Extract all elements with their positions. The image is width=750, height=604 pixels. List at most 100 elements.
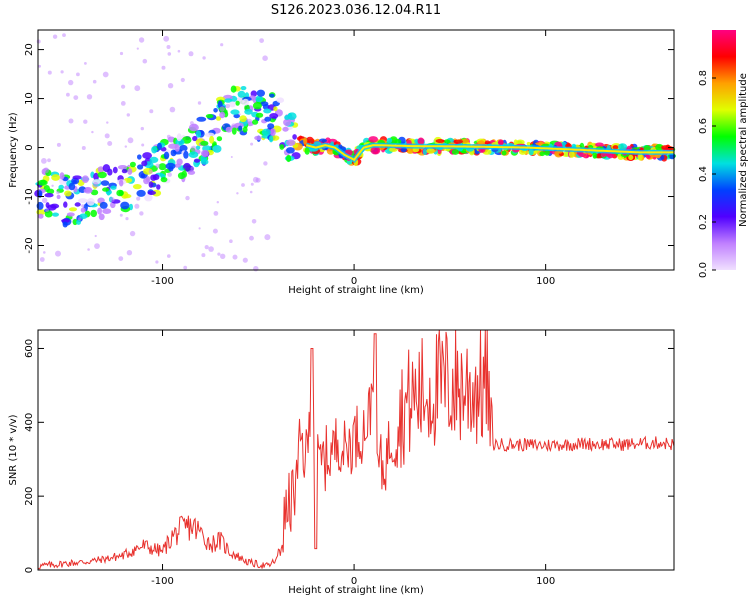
spectrogram-blob <box>238 125 243 131</box>
spectrogram-noise <box>126 250 133 256</box>
spectrogram-noise <box>87 248 90 251</box>
spectrogram-noise <box>249 235 254 241</box>
spectrogram-noise <box>217 252 221 256</box>
spectrogram-noise <box>155 260 159 264</box>
spectrogram-blob <box>47 204 57 211</box>
spectrogram-noise <box>86 94 93 100</box>
spectrogram-noise <box>140 126 144 131</box>
spectrogram-blob <box>612 145 619 150</box>
spectrogram-noise <box>197 101 202 105</box>
colorbar-tick-label: 0.8 <box>698 70 709 86</box>
spectrogram-blob <box>216 136 223 142</box>
spectrogram-blob <box>129 161 136 168</box>
spectrogram-blob <box>204 132 215 138</box>
spectrogram-blob <box>539 151 546 157</box>
spectrogram-noise <box>78 217 82 221</box>
spectrogram-blob <box>37 190 43 198</box>
spectrogram-noise <box>104 133 110 139</box>
spectrogram-blob <box>544 149 550 156</box>
spectrogram-blob <box>501 150 507 156</box>
spectrogram-blob <box>215 116 222 121</box>
spectrogram-blob <box>235 100 240 106</box>
spectrogram-ylabel: Frequency (Hz) <box>8 112 19 188</box>
spectrogram-blob <box>117 165 128 170</box>
spectrogram-blob <box>141 160 148 167</box>
spectrogram-blob <box>205 114 214 119</box>
spectrogram-noise <box>42 197 48 204</box>
spectrogram-noise <box>136 196 141 201</box>
spectrogram-blob <box>81 175 89 183</box>
spectrogram-blob <box>83 187 93 194</box>
spectrogram-noise <box>121 84 126 89</box>
spectrogram-noise <box>251 219 257 224</box>
spectrogram-blob <box>142 152 153 159</box>
spectrogram-noise <box>177 49 181 53</box>
spectrogram-ytick-label: 0 <box>24 144 35 150</box>
spectrogram-noise <box>255 177 261 183</box>
spectrogram-blob <box>90 209 97 218</box>
spectrogram-noise <box>81 204 85 208</box>
spectrogram-noise <box>213 211 219 216</box>
spectrogram-noise <box>124 145 128 148</box>
spectrogram-blob <box>64 190 72 197</box>
spectrogram-blob <box>231 127 237 135</box>
spectrogram-blob <box>147 190 156 195</box>
spectrogram-blob <box>326 148 335 155</box>
spectrogram-blob <box>77 198 88 203</box>
spectrogram-blob <box>127 168 133 175</box>
spectrogram-blob <box>158 163 167 171</box>
spectrogram-noise <box>263 161 268 166</box>
spectrogram-noise <box>125 217 129 221</box>
spectrogram-noise <box>232 254 238 260</box>
spectrogram-blob <box>268 135 274 143</box>
spectrogram-blob <box>163 151 170 160</box>
spectrogram-ytick-label: -10 <box>24 188 35 204</box>
spectrogram-noise <box>220 253 226 259</box>
spectrogram-blob <box>252 102 262 110</box>
spectrogram-noise <box>45 208 49 213</box>
spectrogram-noise <box>62 33 66 37</box>
spectrogram-blob <box>188 151 199 158</box>
spectrogram-blob <box>137 164 144 170</box>
spectrogram-blob <box>368 136 379 143</box>
spectrogram-xtick-label: 0 <box>351 276 357 287</box>
spectrogram-blob <box>79 213 88 219</box>
spectrogram-noise <box>81 146 86 150</box>
spectrogram-blob <box>149 156 159 163</box>
spectrogram-blob <box>592 151 597 159</box>
spectrogram-blob <box>45 202 50 209</box>
spectrogram-blob <box>51 174 60 181</box>
spectrogram-noise <box>68 79 74 86</box>
spectrogram-blob <box>38 213 44 219</box>
spectrogram-blob <box>76 219 81 225</box>
spectrogram-noise <box>190 145 197 152</box>
spectrogram-blob <box>370 146 381 155</box>
spectrogram-noise <box>66 92 70 97</box>
spectrogram-blob <box>229 101 236 108</box>
spectrogram-noise <box>76 72 80 77</box>
spectrogram-blob <box>68 207 78 212</box>
spectrogram-noise <box>43 167 49 174</box>
colorbar-ticks: 0.0 0.2 0.4 0.6 0.8 <box>698 70 716 278</box>
spectrogram-blob <box>116 189 124 197</box>
spectrogram-noise <box>219 106 225 112</box>
spectrogram-noise <box>241 183 245 187</box>
spectrogram-blob <box>97 207 102 215</box>
spectrogram-noise <box>264 234 271 241</box>
spectrogram-blob <box>279 144 285 150</box>
spectrogram-noise <box>259 38 264 43</box>
snr-border <box>37 329 675 571</box>
spectrogram-blob <box>286 154 292 163</box>
spectrogram-blob <box>269 113 279 119</box>
spectrogram-blob <box>145 176 151 183</box>
spectrogram-noise <box>47 70 52 75</box>
spectrogram-blob <box>160 177 168 183</box>
spectrogram-blob <box>568 150 575 158</box>
spectrogram-blob <box>44 193 54 198</box>
spectrogram-blob <box>196 116 207 122</box>
spectrogram-blob <box>219 111 226 119</box>
spectrogram-noise <box>94 234 97 238</box>
spectrogram-noise <box>92 79 97 84</box>
